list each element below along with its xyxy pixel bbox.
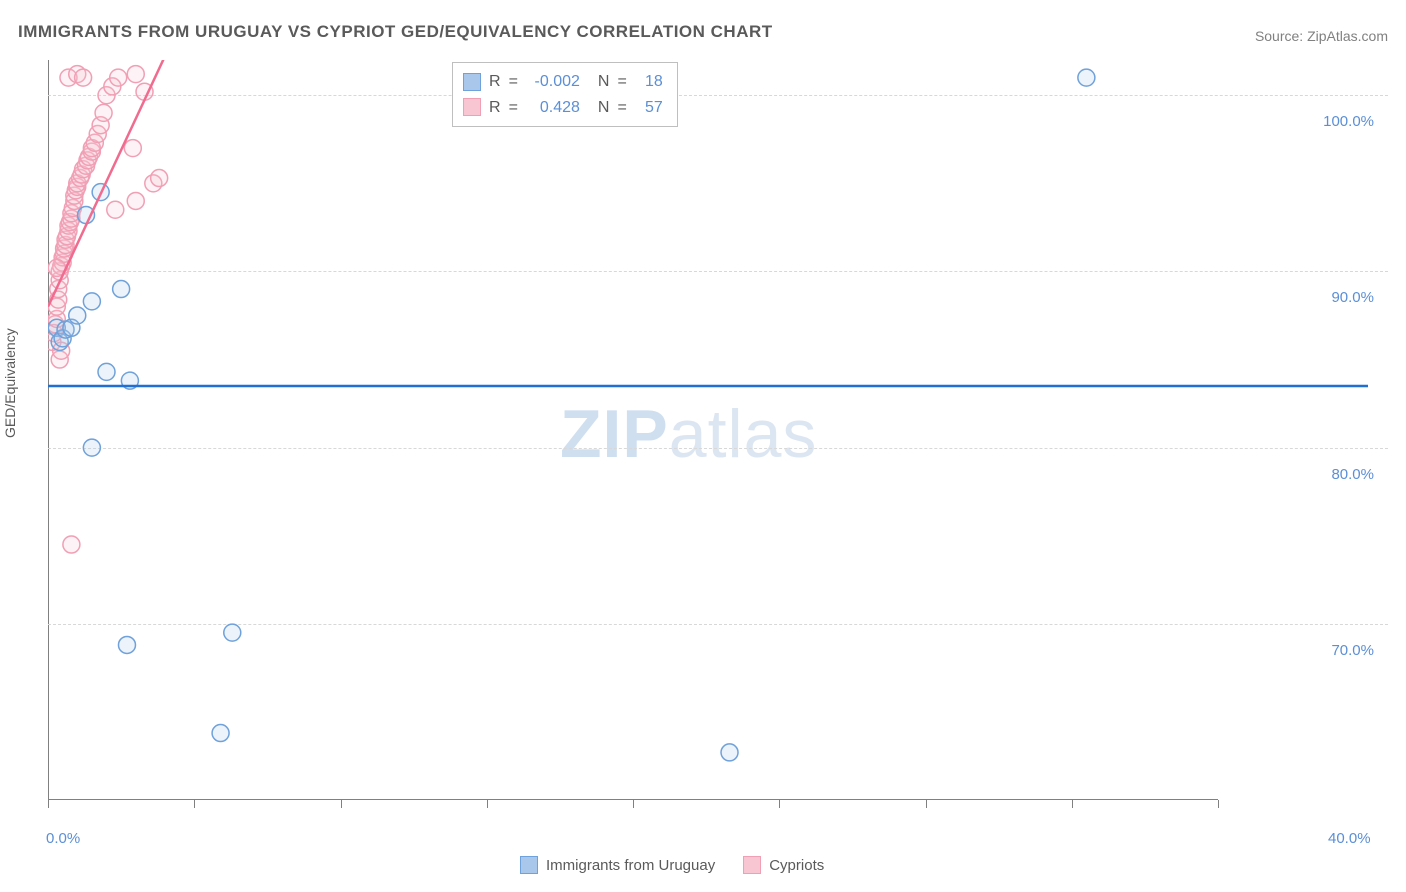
plot-frame	[48, 60, 1218, 800]
x-tick	[1072, 800, 1073, 808]
x-tick	[1218, 800, 1219, 808]
legend-stats-row-uruguay: R = -0.002 N = 18	[463, 69, 663, 95]
legend-item-cypriots: Cypriots	[743, 856, 824, 874]
x-tick	[194, 800, 195, 808]
x-tick	[633, 800, 634, 808]
stat-N-label: N	[598, 95, 610, 121]
legend-item-uruguay: Immigrants from Uruguay	[520, 856, 715, 874]
stat-R-cypriots: 0.428	[526, 95, 580, 121]
eq: =	[509, 69, 518, 95]
gridline	[48, 448, 1388, 449]
swatch-pink	[743, 856, 761, 874]
stat-N-label: N	[598, 69, 610, 95]
gridline	[48, 624, 1388, 625]
gridline	[48, 95, 1388, 96]
eq: =	[509, 95, 518, 121]
gridline	[48, 271, 1388, 272]
stat-R-uruguay: -0.002	[526, 69, 580, 95]
x-tick-label: 0.0%	[46, 830, 80, 847]
x-tick	[926, 800, 927, 808]
stat-R-label: R	[489, 95, 501, 121]
swatch-blue	[463, 73, 481, 91]
eq: =	[617, 95, 626, 121]
legend-label-cypriots: Cypriots	[769, 857, 824, 874]
chart-title: IMMIGRANTS FROM URUGUAY VS CYPRIOT GED/E…	[18, 22, 773, 42]
x-tick	[779, 800, 780, 808]
x-tick	[48, 800, 49, 808]
stat-N-uruguay: 18	[635, 69, 663, 95]
stat-R-label: R	[489, 69, 501, 95]
y-axis-label: GED/Equivalency	[2, 328, 18, 438]
legend-stats-row-cypriots: R = 0.428 N = 57	[463, 95, 663, 121]
source-label: Source: ZipAtlas.com	[1255, 28, 1388, 44]
swatch-blue	[520, 856, 538, 874]
bottom-legend: Immigrants from Uruguay Cypriots	[520, 856, 824, 874]
legend-stats-box: R = -0.002 N = 18 R = 0.428 N = 57	[452, 62, 678, 127]
eq: =	[617, 69, 626, 95]
x-tick	[341, 800, 342, 808]
x-tick	[487, 800, 488, 808]
y-tick-label: 90.0%	[1298, 289, 1374, 306]
y-tick-label: 100.0%	[1298, 113, 1374, 130]
y-tick-label: 70.0%	[1298, 642, 1374, 659]
y-tick-label: 80.0%	[1298, 466, 1374, 483]
swatch-pink	[463, 98, 481, 116]
stat-N-cypriots: 57	[635, 95, 663, 121]
x-tick-label: 40.0%	[1328, 830, 1371, 847]
legend-label-uruguay: Immigrants from Uruguay	[546, 857, 715, 874]
